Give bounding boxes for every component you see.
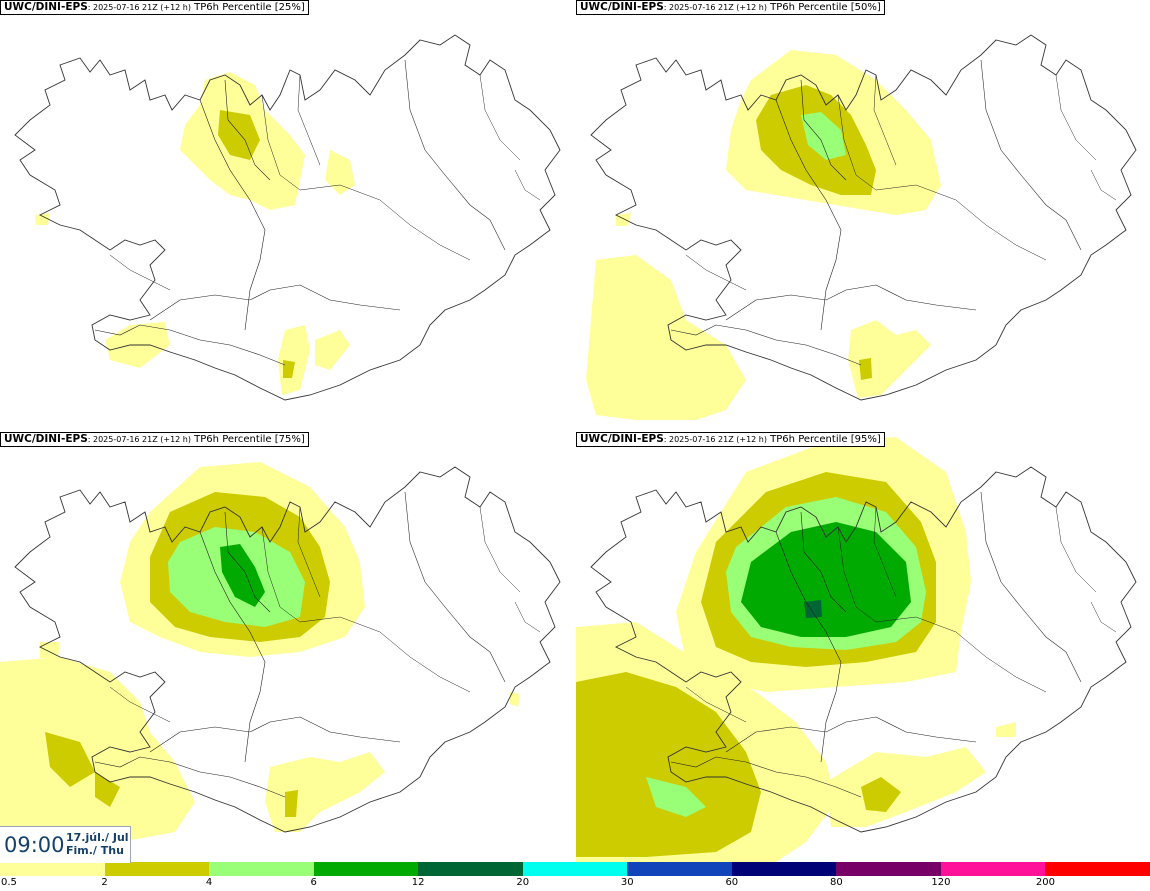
legend-swatch <box>940 862 1046 876</box>
legend-label: 12 <box>411 877 425 888</box>
run-time: : 2025-07-16 21Z (+12 h) <box>663 3 767 12</box>
legend-label: 120 <box>931 877 951 888</box>
run-time: : 2025-07-16 21Z (+12 h) <box>87 3 191 12</box>
model-name: UWC/DINI-EPS <box>580 1 664 13</box>
map-panel-95: UWC/DINI-EPS: 2025-07-16 21Z (+12 h) TP6… <box>576 432 1150 862</box>
legend-label: 80 <box>829 877 843 888</box>
precip-map <box>576 437 1137 862</box>
precip-area-very-high <box>220 544 265 607</box>
panel-title: UWC/DINI-EPS: 2025-07-16 21Z (+12 h) TP6… <box>576 0 885 15</box>
panel-title: UWC/DINI-EPS: 2025-07-16 21Z (+12 h) TP6… <box>576 432 885 447</box>
precip-map <box>586 34 1137 420</box>
legend-label: 0.5 <box>1 877 17 888</box>
map-panel-75: UWC/DINI-EPS: 2025-07-16 21Z (+12 h) TP6… <box>0 432 574 862</box>
legend-swatch <box>1045 862 1150 876</box>
precip-area-light <box>586 50 941 420</box>
valid-date-line2: Fim./ Thu <box>66 844 124 857</box>
model-name: UWC/DINI-EPS <box>4 1 88 13</box>
valid-date: 17.júl./ Jul Fim./ Thu <box>66 831 129 857</box>
field-name: TP6h Percentile [75%] <box>194 434 305 445</box>
legend-swatch <box>418 862 524 876</box>
legend-swatch <box>731 862 837 876</box>
field-name: TP6h Percentile [95%] <box>770 434 881 445</box>
legend-swatch <box>209 862 315 876</box>
legend-swatch <box>627 862 733 876</box>
precip-map <box>14 34 561 401</box>
valid-time: 09:00 <box>4 833 65 857</box>
precip-area-medium <box>218 110 295 378</box>
valid-time-box: 09:00 17.júl./ Jul Fim./ Thu <box>0 826 131 863</box>
legend-swatch <box>836 862 942 876</box>
precip-area-very-high <box>741 522 911 637</box>
map-panel-50: UWC/DINI-EPS: 2025-07-16 21Z (+12 h) TP6… <box>576 0 1150 430</box>
field-name: TP6h Percentile [25%] <box>194 2 305 13</box>
precip-area-light <box>35 72 355 395</box>
legend-swatch <box>104 862 210 876</box>
model-name: UWC/DINI-EPS <box>4 433 88 445</box>
valid-date-line1: 17.júl./ Jul <box>66 831 129 844</box>
legend-label: 20 <box>516 877 530 888</box>
precip-map <box>0 462 561 852</box>
legend-swatch <box>313 862 419 876</box>
legend-label: 6 <box>310 877 317 888</box>
legend-label: 200 <box>1035 877 1055 888</box>
run-time: : 2025-07-16 21Z (+12 h) <box>87 435 191 444</box>
map-panel-25: UWC/DINI-EPS: 2025-07-16 21Z (+12 h) TP6… <box>0 0 574 430</box>
run-time: : 2025-07-16 21Z (+12 h) <box>663 435 767 444</box>
color-legend: 0.5 2 4 6 12 20 30 60 80 120 200 <box>0 862 1150 891</box>
model-name: UWC/DINI-EPS <box>580 433 664 445</box>
legend-label: 60 <box>725 877 739 888</box>
precip-area-high <box>801 112 846 160</box>
legend-label: 2 <box>101 877 108 888</box>
legend-label: 30 <box>620 877 634 888</box>
panel-title: UWC/DINI-EPS: 2025-07-16 21Z (+12 h) TP6… <box>0 0 309 15</box>
legend-swatch <box>0 862 106 876</box>
legend-swatch <box>522 862 628 876</box>
panel-title: UWC/DINI-EPS: 2025-07-16 21Z (+12 h) TP6… <box>0 432 309 447</box>
field-name: TP6h Percentile [50%] <box>770 2 881 13</box>
precip-area-extreme <box>804 600 822 618</box>
legend-label: 4 <box>205 877 213 888</box>
